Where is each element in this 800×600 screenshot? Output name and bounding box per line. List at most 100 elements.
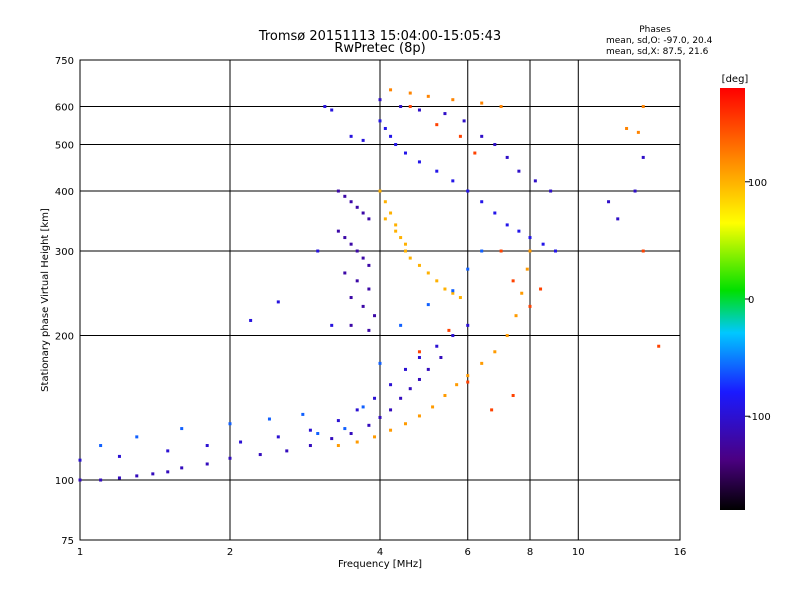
data-point [308,428,312,432]
data-point [466,267,470,271]
data-point [180,466,184,470]
x-tick-label: 16 [674,547,687,558]
data-point [505,334,509,338]
data-point [205,462,209,466]
data-point [493,211,497,215]
data-point [549,189,553,193]
data-point [285,449,289,453]
colorbar: [deg] 100 0 -100 [720,74,771,510]
data-point [514,314,518,318]
data-point [435,279,439,283]
data-point [308,444,312,448]
phases-line-x: mean, sd,X: 87.5, 21.6 [606,47,709,57]
data-point [373,396,377,400]
data-point [435,344,439,348]
data-point [349,242,353,246]
data-point [330,108,334,112]
data-point [480,249,484,253]
data-point [657,344,661,348]
data-point [355,440,359,444]
data-point [607,200,611,204]
data-point [641,105,645,109]
colorbar-tick-label: 100 [748,178,767,189]
data-point [435,169,439,173]
phases-title: Phases [639,25,671,35]
data-point [408,105,412,109]
data-point [78,478,82,482]
data-point [78,458,82,462]
data-point [417,377,421,381]
data-point [330,437,334,441]
data-point [316,432,320,436]
data-point [117,476,121,480]
colorbar-tick-label: 0 [748,295,754,306]
data-point [458,296,462,300]
data-point [451,289,455,293]
x-tick-label: 6 [465,547,471,558]
y-tick-label: 75 [61,536,74,547]
data-point [490,408,494,412]
data-point [276,300,280,304]
data-point [389,428,393,432]
phases-box: Phases mean, sd,O: -97.0, 20.4 mean, sd,… [606,25,713,57]
y-tick-label: 300 [55,247,74,258]
data-point [383,200,387,204]
data-point [355,408,359,412]
data-point [367,423,371,427]
data-point [511,279,515,283]
colorbar-label: [deg] [722,74,749,85]
data-point [480,134,484,138]
data-point [117,454,121,458]
data-point [505,223,509,227]
chart-title: Tromsø 20151113 15:04:00-15:05:43 [258,29,501,44]
data-point [541,242,545,246]
data-point [336,189,340,193]
data-point [343,194,347,198]
data-point [455,383,459,387]
data-point [394,223,398,227]
data-point [525,267,529,271]
data-point [355,249,359,253]
data-point [135,435,139,439]
data-point [403,422,407,426]
data-point [239,440,243,444]
data-point [466,189,470,193]
x-tick-label: 10 [572,547,585,558]
data-point [528,249,532,253]
data-point [505,155,509,159]
data-point [361,304,365,308]
data-point [323,105,327,109]
data-point [417,414,421,418]
data-point [367,217,371,221]
data-point [443,112,447,116]
x-tick-label: 8 [527,547,533,558]
x-tick-label: 4 [377,547,383,558]
data-point [349,134,353,138]
data-point [408,387,412,391]
data-point [443,394,447,398]
data-point [480,200,484,204]
data-point [399,323,403,327]
y-axis-label: Stationary phase Virtual Height [km] [40,208,51,392]
data-point [267,417,271,421]
plot-area [78,59,681,541]
data-point [301,412,305,416]
data-point [316,249,320,253]
data-point [451,98,455,102]
data-point [636,130,640,134]
data-point [466,323,470,327]
data-point [499,249,503,253]
data-point [408,256,412,260]
data-point [439,355,443,359]
data-point [361,211,365,215]
data-point [343,427,347,431]
data-point [276,435,280,439]
data-point [343,236,347,240]
data-point [389,88,393,92]
x-tick-label: 2 [227,547,233,558]
data-point [99,478,103,482]
y-axis: 75 100 200 300 400 500 600 750 [55,56,74,547]
data-point [625,126,629,130]
data-point [330,323,334,327]
